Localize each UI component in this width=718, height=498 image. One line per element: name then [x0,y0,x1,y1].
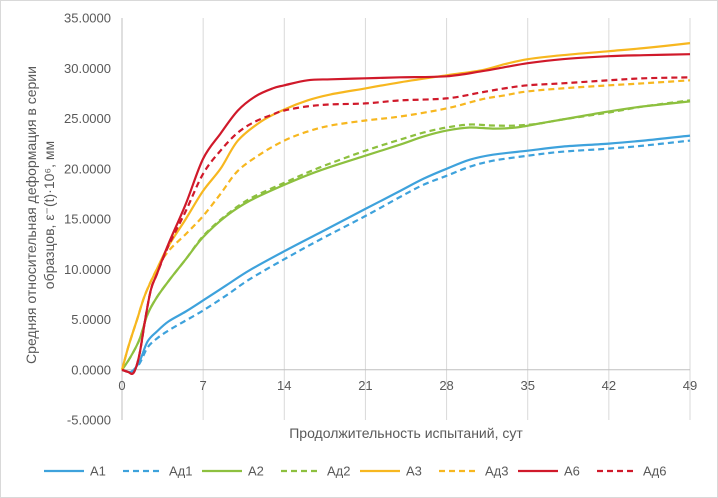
y-tick-label: 15.0000 [64,212,111,227]
y-tick-label: 0.0000 [71,362,111,377]
x-tick-label: 14 [277,378,291,393]
legend-label-6: А6 [564,464,580,479]
x-tick-label: 28 [439,378,453,393]
x-tick-label: 0 [118,378,125,393]
legend-label-0: А1 [90,464,106,479]
x-axis-title: Продолжительность испытаний, сут [289,425,523,441]
series-lines [120,42,691,375]
series-line-1 [121,139,691,374]
x-tick-labels: 0 7 14 21 28 35 42 49 [118,378,697,393]
y-axis-title-line1: Средняя относительная деформация в серии [23,66,39,364]
y-tick-label: -5.0000 [67,413,111,428]
y-tick-label: 20.0000 [64,161,111,176]
axes [121,18,690,420]
series-line-5 [120,79,691,371]
legend-label-4: А3 [406,464,422,479]
x-tick-label: 42 [602,378,616,393]
series-line-0 [121,134,691,374]
x-tick-label: 21 [358,378,372,393]
x-tick-label: 49 [683,378,697,393]
y-tick-label: 5.0000 [71,312,111,327]
y-tick-labels: -5.0000 0.0000 5.0000 10.0000 15.0000 20.0000… [64,11,111,428]
legend-label-3: Ад2 [327,464,351,479]
series-line-6 [121,53,691,375]
legend: А1 Ад1 А2 Ад2 А3 Ад3 А6 Ад6 [44,464,667,479]
y-tick-label: 30.0000 [64,61,111,76]
y-axis-title-line2: образцов, ε⁻(t)·10⁶, мм [41,141,57,289]
legend-label-5: Ад3 [485,464,509,479]
legend-label-7: Ад6 [643,464,667,479]
y-tick-label: 25.0000 [64,111,111,126]
x-tick-label: 35 [520,378,534,393]
y-tick-label: 35.0000 [64,11,111,26]
legend-label-2: А2 [248,464,264,479]
y-tick-label: 10.0000 [64,262,111,277]
legend-label-1: Ад1 [169,464,193,479]
x-tick-label: 7 [200,378,207,393]
y-axis-title: Средняя относительная деформация в серии… [23,66,57,364]
series-line-3 [121,99,691,371]
